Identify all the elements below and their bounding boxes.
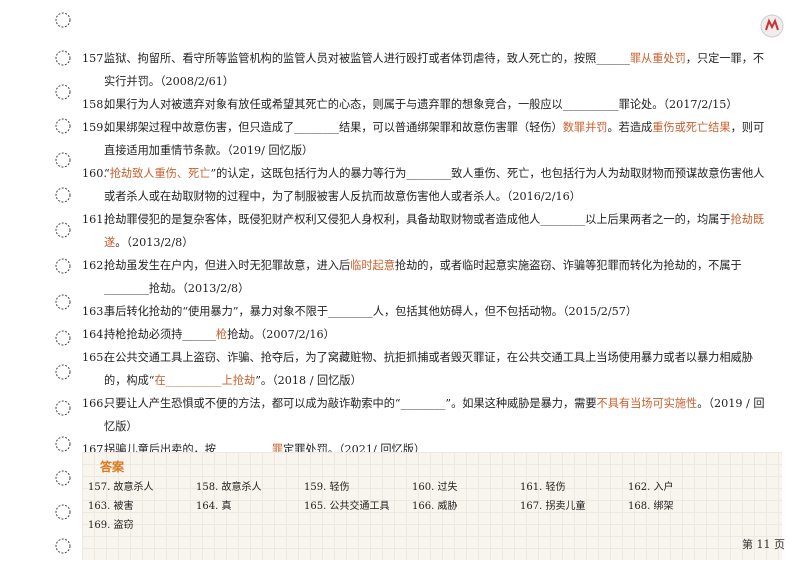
highlight: 不具有当场可实施性 bbox=[596, 397, 698, 410]
answer: 163. 被害 bbox=[88, 501, 134, 512]
question-number: 158. bbox=[82, 98, 107, 111]
answer: 158. 故意杀人 bbox=[196, 482, 262, 493]
highlight: 数罪并罚 bbox=[562, 121, 608, 134]
text-run: ”的认定，这既包括行为人的暴力等行为________致人重伤、死亡，也包括行为人… bbox=[104, 167, 765, 203]
answer: 165. 公共交通工具 bbox=[304, 501, 390, 512]
text-run: 抢劫的，或者临时起意实施盗窃、诈骗等犯罪而转化为抢劫的，不属于________抢… bbox=[104, 259, 742, 295]
text-run: ”。（2018 / 回忆版） bbox=[255, 374, 362, 387]
text-run: 如果绑架过程中故意伤害，但只造成了________结果，可以普通绑架罪和故意伤害… bbox=[104, 121, 563, 134]
text-run: 事后转化抢劫的“使用暴力”，暴力对象不限于________人，包括其他妨碍人，但… bbox=[104, 305, 638, 318]
binder-holes bbox=[55, 12, 71, 554]
answer: 166. 威胁 bbox=[412, 501, 458, 512]
question-text: 监狱、拘留所、看守所等监管机构的监管人员对被监管人进行殴打或者体罚虐待，致人死亡… bbox=[104, 47, 772, 93]
answer-title: 答案 bbox=[100, 460, 125, 474]
highlight: 枪 bbox=[215, 328, 228, 341]
highlight: 临时起意 bbox=[350, 259, 395, 272]
question-text: 如果行为人对被遗弃对象有放任或希望其死亡的心态，则属于与遗弃罪的想象竞合，一般应… bbox=[104, 93, 772, 116]
question: 157. 监狱、拘留所、看守所等监管机构的监管人员对被监管人进行殴打或者体罚虐待，… bbox=[82, 47, 772, 93]
highlight: 在__________上抢劫 bbox=[154, 374, 256, 387]
highlight: 抢劫致人重伤、死亡 bbox=[109, 167, 211, 180]
text-run: 如果行为人对被遗弃对象有放任或希望其死亡的心态，则属于与遗弃罪的想象竞合，一般应… bbox=[104, 98, 738, 111]
text-run: 。（2013/2/8） bbox=[115, 236, 194, 249]
question-text: 抢劫虽发生在户内，但进入时无犯罪故意，进入后临时起意抢劫的，或者临时起意实施盗窃… bbox=[104, 254, 772, 300]
answer: 161. 轻伤 bbox=[520, 482, 566, 493]
answer: 164. 真 bbox=[196, 501, 232, 512]
question-text: 事后转化抢劫的“使用暴力”，暴力对象不限于________人，包括其他妨碍人，但… bbox=[104, 300, 772, 323]
answer: 168. 绑架 bbox=[628, 501, 674, 512]
question-text: 如果绑架过程中故意伤害，但只造成了________结果，可以普通绑架罪和故意伤害… bbox=[104, 116, 772, 162]
question: 159. 如果绑架过程中故意伤害，但只造成了________结果，可以普通绑架罪和… bbox=[82, 116, 772, 162]
question-number: 164. bbox=[82, 328, 107, 341]
text-run: 。（2019 / 回忆版） bbox=[104, 397, 765, 433]
question-text: 只要让人产生恐惧或不便的方法，都可以成为敲诈勒索中的“________”。如果这… bbox=[104, 392, 772, 438]
logo bbox=[760, 14, 784, 38]
text-run: ，只定一罪，不实行并罚。（2008/2/61） bbox=[104, 52, 765, 88]
text-run: ，则可直接适用加重情节条款。（2019/ 回忆版） bbox=[104, 121, 765, 157]
question: 160. “抢劫致人重伤、死亡”的认定，这既包括行为人的暴力等行为________… bbox=[82, 162, 772, 208]
question-number: 160. bbox=[82, 167, 107, 180]
text-run: 抢劫。（2007/2/16） bbox=[227, 328, 335, 341]
question-number: 162. bbox=[82, 259, 107, 272]
question-number: 159. bbox=[82, 121, 107, 134]
question-text: 在公共交通工具上盗窃、诈骗、抢夺后，为了窝藏赃物、抗拒抓捕或者毁灭罪证，在公共交… bbox=[104, 346, 772, 392]
answer: 169. 盗窃 bbox=[88, 520, 134, 531]
text-run: 只要让人产生恐惧或不便的方法，都可以成为敲诈勒索中的“________”。如果这… bbox=[104, 397, 597, 410]
answer: 157. 故意杀人 bbox=[88, 482, 154, 493]
highlight: 罪 bbox=[271, 443, 284, 456]
answer: 159. 轻伤 bbox=[304, 482, 350, 493]
text-run: 持枪抢劫必须持______ bbox=[104, 328, 216, 341]
question: 158. 如果行为人对被遗弃对象有放任或希望其死亡的心态，则属于与遗弃罪的想象竞合… bbox=[82, 93, 772, 116]
question: 161. 抢劫罪侵犯的是复杂客体，既侵犯财产权利又侵犯人身权利，具备劫取财物或者造… bbox=[82, 208, 772, 254]
question-text: 持枪抢劫必须持______枪抢劫。（2007/2/16） bbox=[104, 323, 772, 346]
answer: 167. 拐卖儿童 bbox=[520, 501, 586, 512]
highlight: 罪从重处罚 bbox=[629, 52, 686, 65]
text-run: “ bbox=[104, 167, 110, 180]
question: 164. 持枪抢劫必须持______枪抢劫。（2007/2/16） bbox=[82, 323, 772, 346]
text-run: 监狱、拘留所、看守所等监管机构的监管人员对被监管人进行殴打或者体罚虐待，致人死亡… bbox=[104, 52, 630, 65]
question-number: 166. bbox=[82, 397, 107, 410]
page-number: 第 11 页 bbox=[742, 538, 785, 551]
highlight: 重伤或死亡结果 bbox=[652, 121, 731, 134]
question-number: 165. bbox=[82, 351, 107, 364]
question: 163. 事后转化抢劫的“使用暴力”，暴力对象不限于________人，包括其他妨… bbox=[82, 300, 772, 323]
question: 166. 只要让人产生恐惧或不便的方法，都可以成为敲诈勒索中的“________”… bbox=[82, 392, 772, 438]
question-number: 157. bbox=[82, 52, 107, 65]
question: 162. 抢劫虽发生在户内，但进入时无犯罪故意，进入后临时起意抢劫的，或者临时起意… bbox=[82, 254, 772, 300]
question-number: 161. bbox=[82, 213, 107, 226]
answer-grid: 157. 故意杀人 158. 故意杀人 159. 轻伤 160. 过失 161. 轻伤 1… bbox=[88, 478, 736, 531]
question-text: “抢劫致人重伤、死亡”的认定，这既包括行为人的暴力等行为________致人重伤… bbox=[104, 162, 772, 208]
text-run: 抢劫罪侵犯的是复杂客体，既侵犯财产权利又侵犯人身权利，具备劫取财物或者造成他人_… bbox=[104, 213, 731, 226]
answer-box: 答案 157. 故意杀人 158. 故意杀人 159. 轻伤 160. 过失 161. … bbox=[82, 452, 782, 560]
text-run: 抢劫虽发生在户内，但进入时无犯罪故意，进入后 bbox=[104, 259, 351, 272]
answer: 162. 入户 bbox=[628, 482, 674, 493]
question-text: 抢劫罪侵犯的是复杂客体，既侵犯财产权利又侵犯人身权利，具备劫取财物或者造成他人_… bbox=[104, 208, 772, 254]
question-list: 157. 监狱、拘留所、看守所等监管机构的监管人员对被监管人进行殴打或者体罚虐待，… bbox=[82, 47, 772, 530]
text-run: 。若造成 bbox=[607, 121, 653, 134]
question-number: 163. bbox=[82, 305, 107, 318]
highlight: 抢劫既遂 bbox=[104, 213, 765, 249]
text-run: 在公共交通工具上盗窃、诈骗、抢夺后，为了窝藏赃物、抗拒抓捕或者毁灭罪证，在公共交… bbox=[104, 351, 753, 387]
question: 165. 在公共交通工具上盗窃、诈骗、抢夺后，为了窝藏赃物、抗拒抓捕或者毁灭罪证，… bbox=[82, 346, 772, 392]
answer: 160. 过失 bbox=[412, 482, 458, 493]
